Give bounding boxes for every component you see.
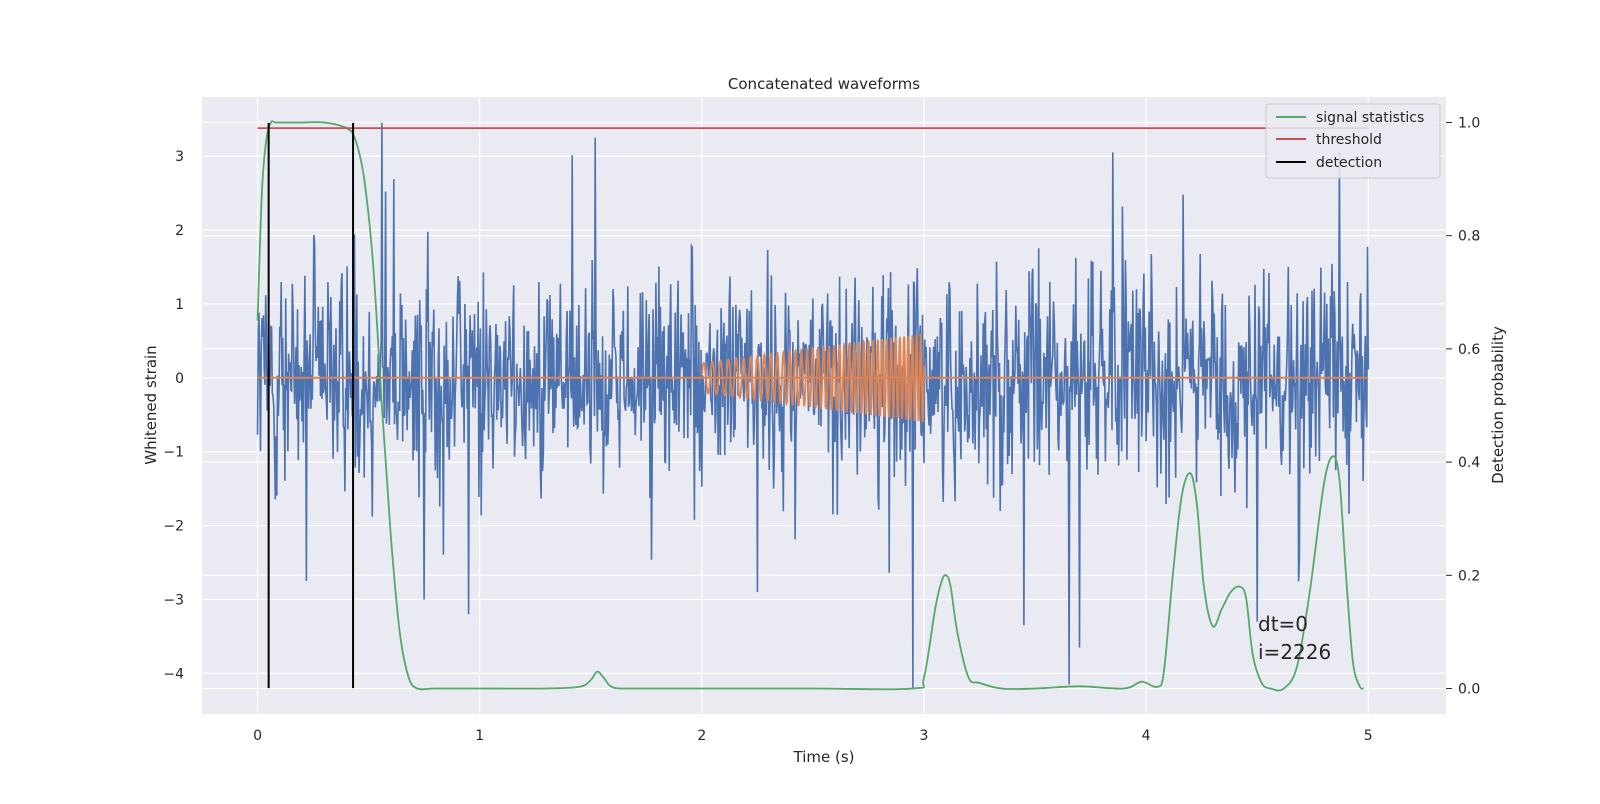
y-tick-label: 3 <box>175 149 184 165</box>
x-tick-label: 3 <box>920 728 929 744</box>
x-axis-ticks: 0 1 2 3 4 5 <box>253 728 1373 744</box>
y-tick-label: −4 <box>163 666 184 682</box>
plot-area <box>256 120 1370 692</box>
x-tick-label: 5 <box>1364 728 1373 744</box>
x-tick-label: 2 <box>697 728 706 744</box>
y-tick-label: −3 <box>163 592 184 608</box>
y-tick-label: 2 <box>175 223 184 239</box>
legend-box <box>1265 103 1441 179</box>
y2-tick-label: 0.6 <box>1458 342 1480 358</box>
y-tick-label: −1 <box>163 445 184 461</box>
legend-label-detection: detection <box>1316 155 1382 171</box>
annotation-dt: dt=0 <box>1258 612 1308 636</box>
x-tick-label: 4 <box>1142 728 1151 744</box>
y-tick-label: −2 <box>163 519 184 535</box>
y2-tick-label: 1.0 <box>1458 115 1480 131</box>
noise-series-line <box>256 122 1370 689</box>
detection-lines <box>267 122 355 689</box>
signal-statistics-line <box>256 120 1365 692</box>
legend-label-signal-statistics: signal statistics <box>1316 110 1424 126</box>
x-tick-label: 1 <box>475 728 484 744</box>
y2-tick-label: 0.8 <box>1458 229 1480 245</box>
x-axis-label: Time (s) <box>793 748 855 766</box>
chart-title: Concatenated waveforms <box>728 75 920 93</box>
y-tick-label: 1 <box>175 297 184 313</box>
legend: signal statistics threshold detection <box>1265 103 1441 179</box>
y-tick-label: 0 <box>175 371 184 387</box>
y-axis-label: Whitened strain <box>142 345 160 464</box>
y2-tick-label: 0.0 <box>1458 682 1480 698</box>
annotation-index: i=2226 <box>1258 640 1331 664</box>
injected-chirp-line <box>700 333 925 423</box>
y2-axis-ticks: 0.0 0.2 0.4 0.6 0.8 1.0 <box>1446 115 1480 698</box>
legend-label-threshold: threshold <box>1316 132 1382 148</box>
y-axis-ticks: −4 −3 −2 −1 0 1 2 3 <box>163 149 184 682</box>
x-tick-label: 0 <box>253 728 262 744</box>
y2-tick-label: 0.4 <box>1458 455 1480 471</box>
y2-tick-label: 0.2 <box>1458 568 1480 584</box>
y2-axis-label: Detection probability <box>1489 326 1507 484</box>
